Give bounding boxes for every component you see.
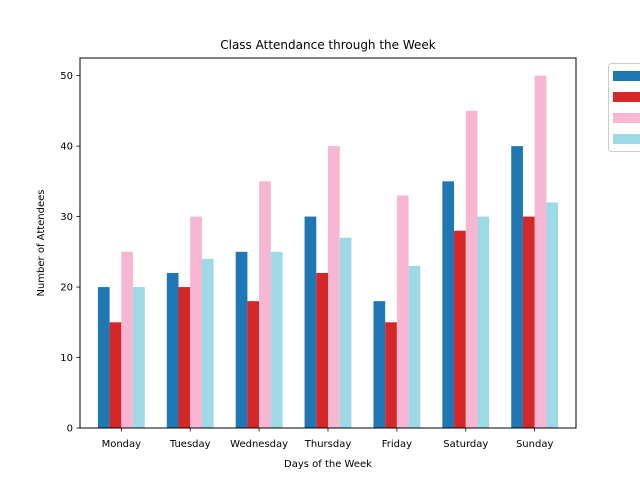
bar [247, 301, 260, 428]
x-tick-label: Monday [102, 439, 142, 450]
plot-frame [79, 57, 577, 429]
y-tick-label: 40 [60, 142, 73, 153]
bar [190, 216, 202, 428]
bar [304, 216, 317, 428]
bar [270, 251, 283, 428]
legend-swatch [613, 92, 640, 102]
x-tick-label: Sunday [516, 439, 553, 450]
bar [546, 202, 559, 428]
x-tick-label: Tuesday [169, 439, 211, 450]
x-tick-label: Wednesday [230, 439, 288, 450]
bar [316, 272, 328, 428]
bars-group [97, 75, 559, 429]
y-tick-label: 50 [60, 71, 73, 82]
legend-swatch [613, 113, 640, 123]
legend [608, 63, 640, 152]
bar [178, 287, 191, 428]
y-tick-label: 20 [60, 283, 73, 294]
bar [201, 258, 214, 428]
x-axis-label: Days of the Week [284, 459, 372, 470]
bar [121, 251, 134, 428]
bar [511, 146, 523, 428]
bar [396, 195, 409, 428]
ticks-group: Monday Tuesday Wednesday Thursday Friday Satu… [60, 71, 553, 450]
bar [442, 181, 455, 428]
bar [97, 287, 110, 428]
bar [373, 301, 386, 428]
legend-swatch [613, 134, 640, 144]
chart-title: Class Attendance through the Week [220, 38, 436, 52]
bar [477, 216, 490, 428]
bar [534, 75, 547, 429]
x-tick-label: Thursday [304, 439, 352, 450]
x-tick-label: Friday [382, 439, 412, 450]
bar [339, 237, 352, 428]
bar [133, 287, 145, 428]
bar [385, 322, 397, 428]
bar [109, 322, 122, 428]
y-axis-label: Number of Attendees [36, 189, 47, 296]
bar [259, 181, 271, 428]
bar [454, 230, 466, 428]
y-tick-label: 10 [60, 353, 73, 364]
y-tick-label: 30 [60, 212, 73, 223]
x-tick-label: Saturday [443, 439, 488, 450]
bar [328, 146, 340, 428]
legend-swatch [613, 71, 640, 81]
bar [235, 251, 248, 428]
bar [465, 110, 478, 429]
y-tick-label: 0 [67, 424, 73, 435]
bar [522, 216, 535, 428]
bar [166, 272, 179, 428]
legend-box [608, 63, 640, 152]
bar [408, 265, 421, 428]
